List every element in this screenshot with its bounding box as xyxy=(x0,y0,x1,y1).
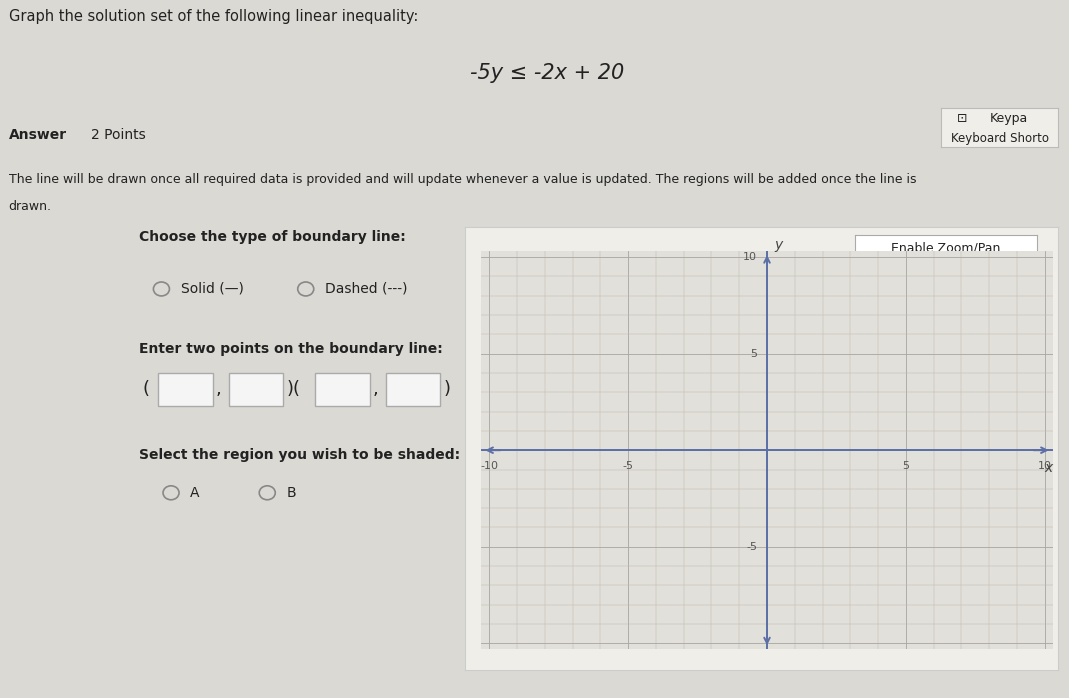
Text: 5: 5 xyxy=(902,461,910,471)
Text: Dashed (---): Dashed (---) xyxy=(325,282,407,296)
Text: -5: -5 xyxy=(746,542,757,552)
Text: drawn.: drawn. xyxy=(9,200,51,213)
Text: ⊡: ⊡ xyxy=(957,112,967,126)
Text: )(: )( xyxy=(286,380,300,399)
FancyBboxPatch shape xyxy=(315,373,370,406)
FancyBboxPatch shape xyxy=(229,373,283,406)
Text: -5: -5 xyxy=(623,461,634,471)
Text: Keyboard Shorto: Keyboard Shorto xyxy=(950,132,1049,144)
Text: 10: 10 xyxy=(1038,461,1052,471)
Text: Answer: Answer xyxy=(9,128,66,142)
Text: B: B xyxy=(286,486,296,500)
Text: 2 Points: 2 Points xyxy=(91,128,145,142)
Text: Keypa: Keypa xyxy=(990,112,1028,126)
Text: (: ( xyxy=(142,380,150,399)
Text: y: y xyxy=(774,237,783,252)
Text: Select the region you wish to be shaded:: Select the region you wish to be shaded: xyxy=(139,448,460,462)
Text: ,: , xyxy=(373,380,378,399)
Text: Graph the solution set of the following linear inequality:: Graph the solution set of the following … xyxy=(9,9,418,24)
Text: Choose the type of boundary line:: Choose the type of boundary line: xyxy=(139,230,406,244)
Text: Enable Zoom/Pan: Enable Zoom/Pan xyxy=(892,242,1001,255)
Text: Solid (—): Solid (—) xyxy=(181,282,244,296)
Text: Enter two points on the boundary line:: Enter two points on the boundary line: xyxy=(139,342,443,356)
Text: -5y ≤ -2x + 20: -5y ≤ -2x + 20 xyxy=(470,63,624,82)
Text: ,: , xyxy=(216,380,221,399)
Text: The line will be drawn once all required data is provided and will update whenev: The line will be drawn once all required… xyxy=(9,173,916,186)
FancyBboxPatch shape xyxy=(158,373,213,406)
FancyBboxPatch shape xyxy=(386,373,440,406)
Text: 10: 10 xyxy=(743,252,757,262)
Text: x: x xyxy=(1044,461,1052,475)
Text: 5: 5 xyxy=(750,348,757,359)
Text: A: A xyxy=(190,486,200,500)
Text: -10: -10 xyxy=(480,461,498,471)
Text: ): ) xyxy=(444,380,451,399)
